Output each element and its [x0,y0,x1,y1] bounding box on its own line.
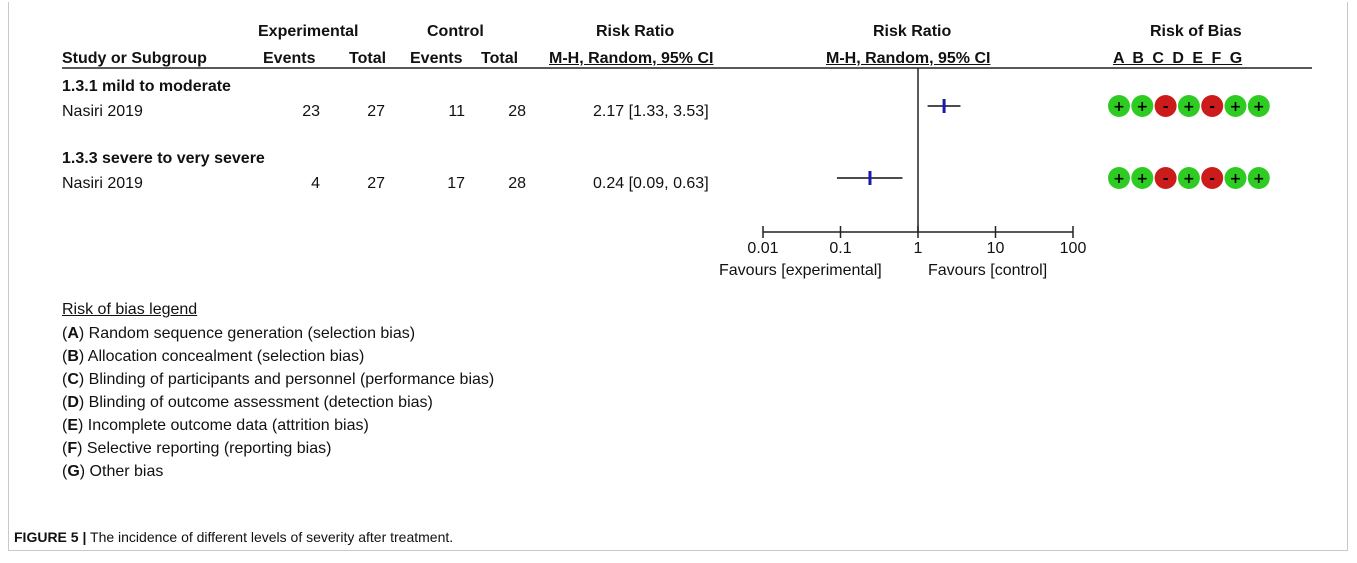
exp-events-2: 4 [311,175,320,192]
x-tick-label: 0.1 [829,240,851,257]
ctrl-total-2: 28 [508,175,526,192]
x-label-favours-control: Favours [control] [928,262,1048,279]
low-risk-dot [1177,167,1200,189]
legend-text: Random sequence generation (selection bi… [84,325,416,342]
rr-text-2: 0.24 [0.09, 0.63] [593,175,709,192]
study-name-1: Nasiri 2019 [62,103,143,120]
ctrl-total-1: 28 [508,103,526,120]
bias-symbol: + [1113,99,1125,115]
point-estimate [868,171,872,185]
bias-symbol: + [1136,171,1148,187]
ctrl-events-1: 11 [448,103,465,120]
legend-item-d: (D) Blinding of outcome assessment (dete… [62,394,433,411]
legend-item-e: (E) Incomplete outcome data (attrition b… [62,417,369,434]
header-control: Control [427,23,484,40]
study-name-2: Nasiri 2019 [62,175,143,192]
exp-total-2: 27 [367,175,385,192]
header-total-experimental: Total [349,50,387,67]
point-estimate [942,99,946,113]
high-risk-dot [1154,167,1177,189]
header-method-left: M-H, Random, 95% CI [549,50,714,67]
low-risk-dot [1131,95,1154,117]
figure-caption: FIGURE 5 | The incidence of different le… [14,529,453,545]
legend-letter: D [67,394,79,411]
bias-symbol: - [1163,171,1169,187]
rr-text-1: 2.17 [1.33, 3.53] [593,103,709,120]
legend-title: Risk of bias legend [62,301,198,318]
x-axis-tick-labels: 0.01 0.1 1 10 100 [747,240,1086,257]
bias-symbol: - [1209,171,1215,187]
subgroup-title-1: 1.3.1 mild to moderate [62,78,231,95]
high-risk-dot [1201,167,1224,189]
subgroup-title-2: 1.3.3 severe to very severe [62,150,265,167]
legend-item-g: (G) Other bias [62,463,164,480]
legend-text: Other bias [85,463,164,480]
x-tick-label: 10 [987,240,1005,257]
header-study-or-subgroup: Study or Subgroup [62,50,207,67]
bias-symbol: - [1163,99,1169,115]
caption-text: The incidence of different levels of sev… [86,529,454,545]
legend-letter: A [67,325,79,342]
x-tick-label: 100 [1060,240,1087,257]
x-tick-label: 0.01 [747,240,778,257]
legend-text: Blinding of participants and personnel (… [84,371,495,388]
exp-events-1: 23 [302,103,320,120]
low-risk-dot [1108,95,1130,117]
header-total-control: Total [481,50,519,67]
header-events-experimental: Events [263,50,316,67]
header-experimental: Experimental [258,23,359,40]
bias-symbol: + [1136,99,1148,115]
caption-label: FIGURE 5 | [14,529,87,545]
header-risk-ratio-plot: Risk Ratio [873,23,952,40]
bias-symbol: + [1230,99,1242,115]
legend-letter: C [67,371,79,388]
ctrl-events-2: 17 [447,175,465,192]
low-risk-dot [1224,95,1247,117]
legend-item-b: (B) Allocation concealment (selection bi… [62,348,365,365]
estimate-marks [836,99,961,185]
high-risk-dot [1154,95,1177,117]
legend-text: Selective reporting (reporting bias) [82,440,332,457]
legend-letter: E [67,417,78,434]
bias-symbol: + [1253,171,1265,187]
low-risk-dot [1247,95,1270,117]
x-tick-label: 1 [914,240,923,257]
bias-symbol: + [1230,171,1242,187]
low-risk-dot [1108,167,1130,189]
header-bias-letters: A B C D E F G [1113,50,1243,67]
legend-item-f: (F) Selective reporting (reporting bias) [62,440,332,457]
bias-symbol: + [1113,171,1125,187]
bias-symbol: - [1209,99,1215,115]
header-risk-of-bias: Risk of Bias [1150,23,1242,40]
legend-letter: B [67,348,79,365]
legend-item-c: (C) Blinding of participants and personn… [62,371,495,388]
risk-of-bias-dots: + + - + - + ++ + - + - + + [1108,95,1270,189]
figure-frame [8,2,1348,551]
forest-plot: 0.01 0.1 1 10 100 + + - + - + ++ + - + - + + [62,67,1312,257]
legend-item-a: (A) Random sequence generation (selectio… [62,325,416,342]
legend-letter: F [67,440,78,457]
x-axis-ticks [762,226,1074,238]
bias-symbol: + [1253,99,1265,115]
legend-text: Allocation concealment (selection bias) [84,348,365,365]
header-risk-ratio-left: Risk Ratio [596,23,675,40]
bias-symbol: + [1183,99,1195,115]
low-risk-dot [1177,95,1200,117]
low-risk-dot [1224,167,1247,189]
bias-symbol: + [1183,171,1195,187]
low-risk-dot [1131,167,1154,189]
exp-total-1: 27 [367,103,385,120]
header-events-control: Events [410,50,463,67]
legend-text: Blinding of outcome assessment (detectio… [84,394,433,411]
low-risk-dot [1247,167,1270,189]
high-risk-dot [1201,95,1224,117]
x-label-favours-experimental: Favours [experimental] [719,262,882,279]
legend-letter: G [67,463,80,480]
legend-text: Incomplete outcome data (attrition bias) [83,417,369,434]
header-method-plot: M-H, Random, 95% CI [826,50,991,67]
